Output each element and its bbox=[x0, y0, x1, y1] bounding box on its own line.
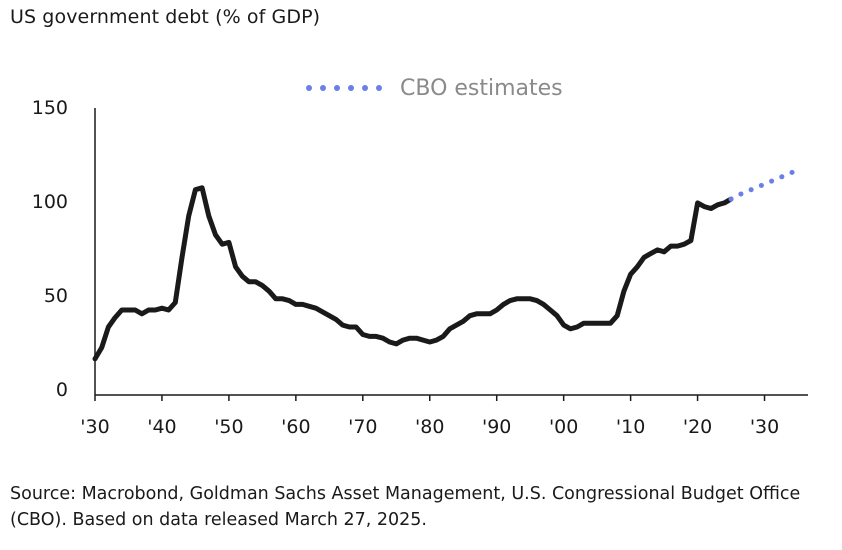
series-layer bbox=[92, 166, 801, 362]
legend-label-cbo-estimates: CBO estimates bbox=[400, 76, 563, 101]
y-tick-label: 150 bbox=[32, 97, 68, 119]
x-tick-label: '50 bbox=[214, 416, 243, 438]
series-line-cbo-estimates bbox=[728, 166, 801, 202]
y-tick-label: 100 bbox=[32, 191, 68, 213]
legend-dot bbox=[334, 85, 340, 91]
x-axis-ticks: '30 '40 '50 '60 '70 '80 '90 '00 '10 '20 '30 bbox=[80, 395, 779, 438]
x-tick-label: '40 bbox=[147, 416, 176, 438]
x-tick-label: '60 bbox=[281, 416, 310, 438]
legend: CBO estimates bbox=[306, 76, 563, 101]
legend-dot bbox=[348, 85, 354, 91]
x-tick-label: '90 bbox=[482, 416, 511, 438]
x-tick-label: '70 bbox=[348, 416, 377, 438]
y-axis-ticks: 0 50 100 150 bbox=[32, 97, 68, 401]
source-note: Source: Macrobond, Goldman Sachs Asset M… bbox=[10, 484, 801, 530]
chart-title: US government debt (% of GDP) bbox=[10, 6, 321, 28]
x-tick-label: '00 bbox=[549, 416, 578, 438]
legend-dot bbox=[376, 85, 382, 91]
x-tick-label: '20 bbox=[683, 416, 712, 438]
legend-dot bbox=[362, 85, 368, 91]
x-tick-label: '10 bbox=[616, 416, 645, 438]
legend-swatch-cbo-estimates bbox=[306, 85, 382, 91]
series-line-historical bbox=[92, 185, 734, 362]
x-tick-label: '30 bbox=[750, 416, 779, 438]
x-tick-label: '30 bbox=[80, 416, 109, 438]
y-tick-label: 50 bbox=[44, 285, 68, 307]
legend-dot bbox=[320, 85, 326, 91]
y-tick-label: 0 bbox=[56, 379, 68, 401]
legend-dot bbox=[306, 85, 312, 91]
x-tick-label: '80 bbox=[415, 416, 444, 438]
